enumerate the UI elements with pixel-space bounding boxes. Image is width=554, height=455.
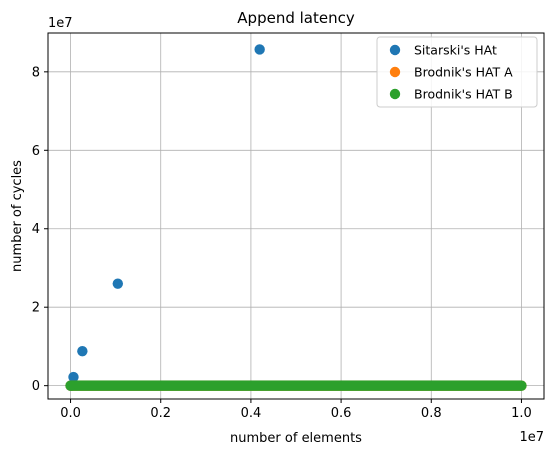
legend-entry: Brodnik's HAT B — [414, 87, 513, 102]
data-point — [112, 278, 124, 289]
x-tick-label: 1.0 — [511, 406, 532, 421]
x-offset-label: 1e7 — [519, 430, 544, 445]
y-tick-label: 2 — [32, 301, 40, 316]
data-point — [516, 380, 527, 391]
legend: Sitarski's HAt Brodnik's HAT A Brodnik's H… — [376, 36, 538, 108]
legend-entry: Brodnik's HAT A — [414, 65, 513, 80]
x-tick-label: 0.2 — [150, 406, 171, 421]
y-offset-label: 1e7 — [48, 16, 73, 31]
x-tick-label: 0.0 — [60, 406, 81, 421]
y-tick-label: 4 — [32, 222, 40, 237]
legend-frame — [376, 36, 538, 108]
y-tick-label: 0 — [32, 379, 40, 394]
legend-entry: Sitarski's HAt — [414, 43, 497, 58]
x-tick-label: 0.4 — [241, 406, 262, 421]
y-axis: 0 2 4 6 8 — [32, 65, 48, 394]
legend-marker — [389, 88, 401, 100]
legend-marker — [389, 66, 401, 78]
data-point — [77, 345, 88, 357]
x-tick-label: 0.6 — [331, 406, 352, 421]
legend-marker — [389, 44, 401, 56]
x-axis-label: number of elements — [230, 431, 362, 446]
y-tick-label: 8 — [32, 65, 40, 80]
series-band-2 — [70, 380, 522, 391]
x-tick-label: 0.8 — [421, 406, 442, 421]
chart-title: Append latency — [237, 9, 355, 27]
data-marks — [65, 44, 527, 391]
data-point — [254, 44, 265, 55]
plot-frame — [47, 32, 545, 400]
x-axis: 0.0 0.2 0.4 0.6 0.8 1.0 — [60, 399, 532, 421]
y-tick-label: 6 — [32, 144, 40, 159]
data-point — [68, 371, 79, 383]
data-point — [65, 380, 76, 391]
y-axis-label: number of cycles — [10, 160, 25, 272]
